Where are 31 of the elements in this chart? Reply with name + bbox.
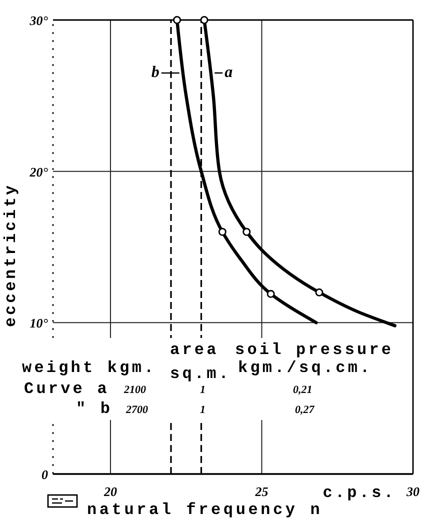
y-tick-label: 0 xyxy=(42,467,48,482)
y-tick-label: 30° xyxy=(28,13,49,28)
annotation: 0,27 xyxy=(295,404,315,416)
x-axis-title: natural frequency n xyxy=(87,501,323,519)
y-tick-label: 20° xyxy=(28,164,49,180)
point xyxy=(315,288,324,296)
x-tick-label: 20 xyxy=(102,484,118,499)
point xyxy=(266,290,275,298)
annotation: weight kgm. xyxy=(22,359,156,377)
point xyxy=(173,16,182,24)
x-tick-label: 25 xyxy=(254,484,269,499)
annotation: area xyxy=(170,341,219,359)
annotation: 1 xyxy=(200,384,206,396)
point xyxy=(200,16,208,24)
annotation: 0,21 xyxy=(293,384,312,396)
series-label: b xyxy=(151,64,160,81)
legend-label: a xyxy=(224,64,233,81)
annotation: 2700 xyxy=(125,404,148,416)
y-tick-label: 10° xyxy=(30,316,49,331)
annotation: sq.m. xyxy=(170,365,232,383)
annotation: soil pressure xyxy=(235,341,394,359)
annotation: " b xyxy=(76,400,113,418)
point xyxy=(242,228,251,236)
y-axis-title: eccentricity xyxy=(2,182,20,328)
annotation: 1 xyxy=(200,404,206,416)
x-tick-label: 30 xyxy=(406,484,420,499)
annotation: 2100 xyxy=(123,384,146,396)
point xyxy=(218,228,226,236)
annotation: kgm./sq.cm. xyxy=(238,359,372,377)
annotation: Curve a xyxy=(24,380,110,398)
text: c.p.s. xyxy=(322,484,396,502)
